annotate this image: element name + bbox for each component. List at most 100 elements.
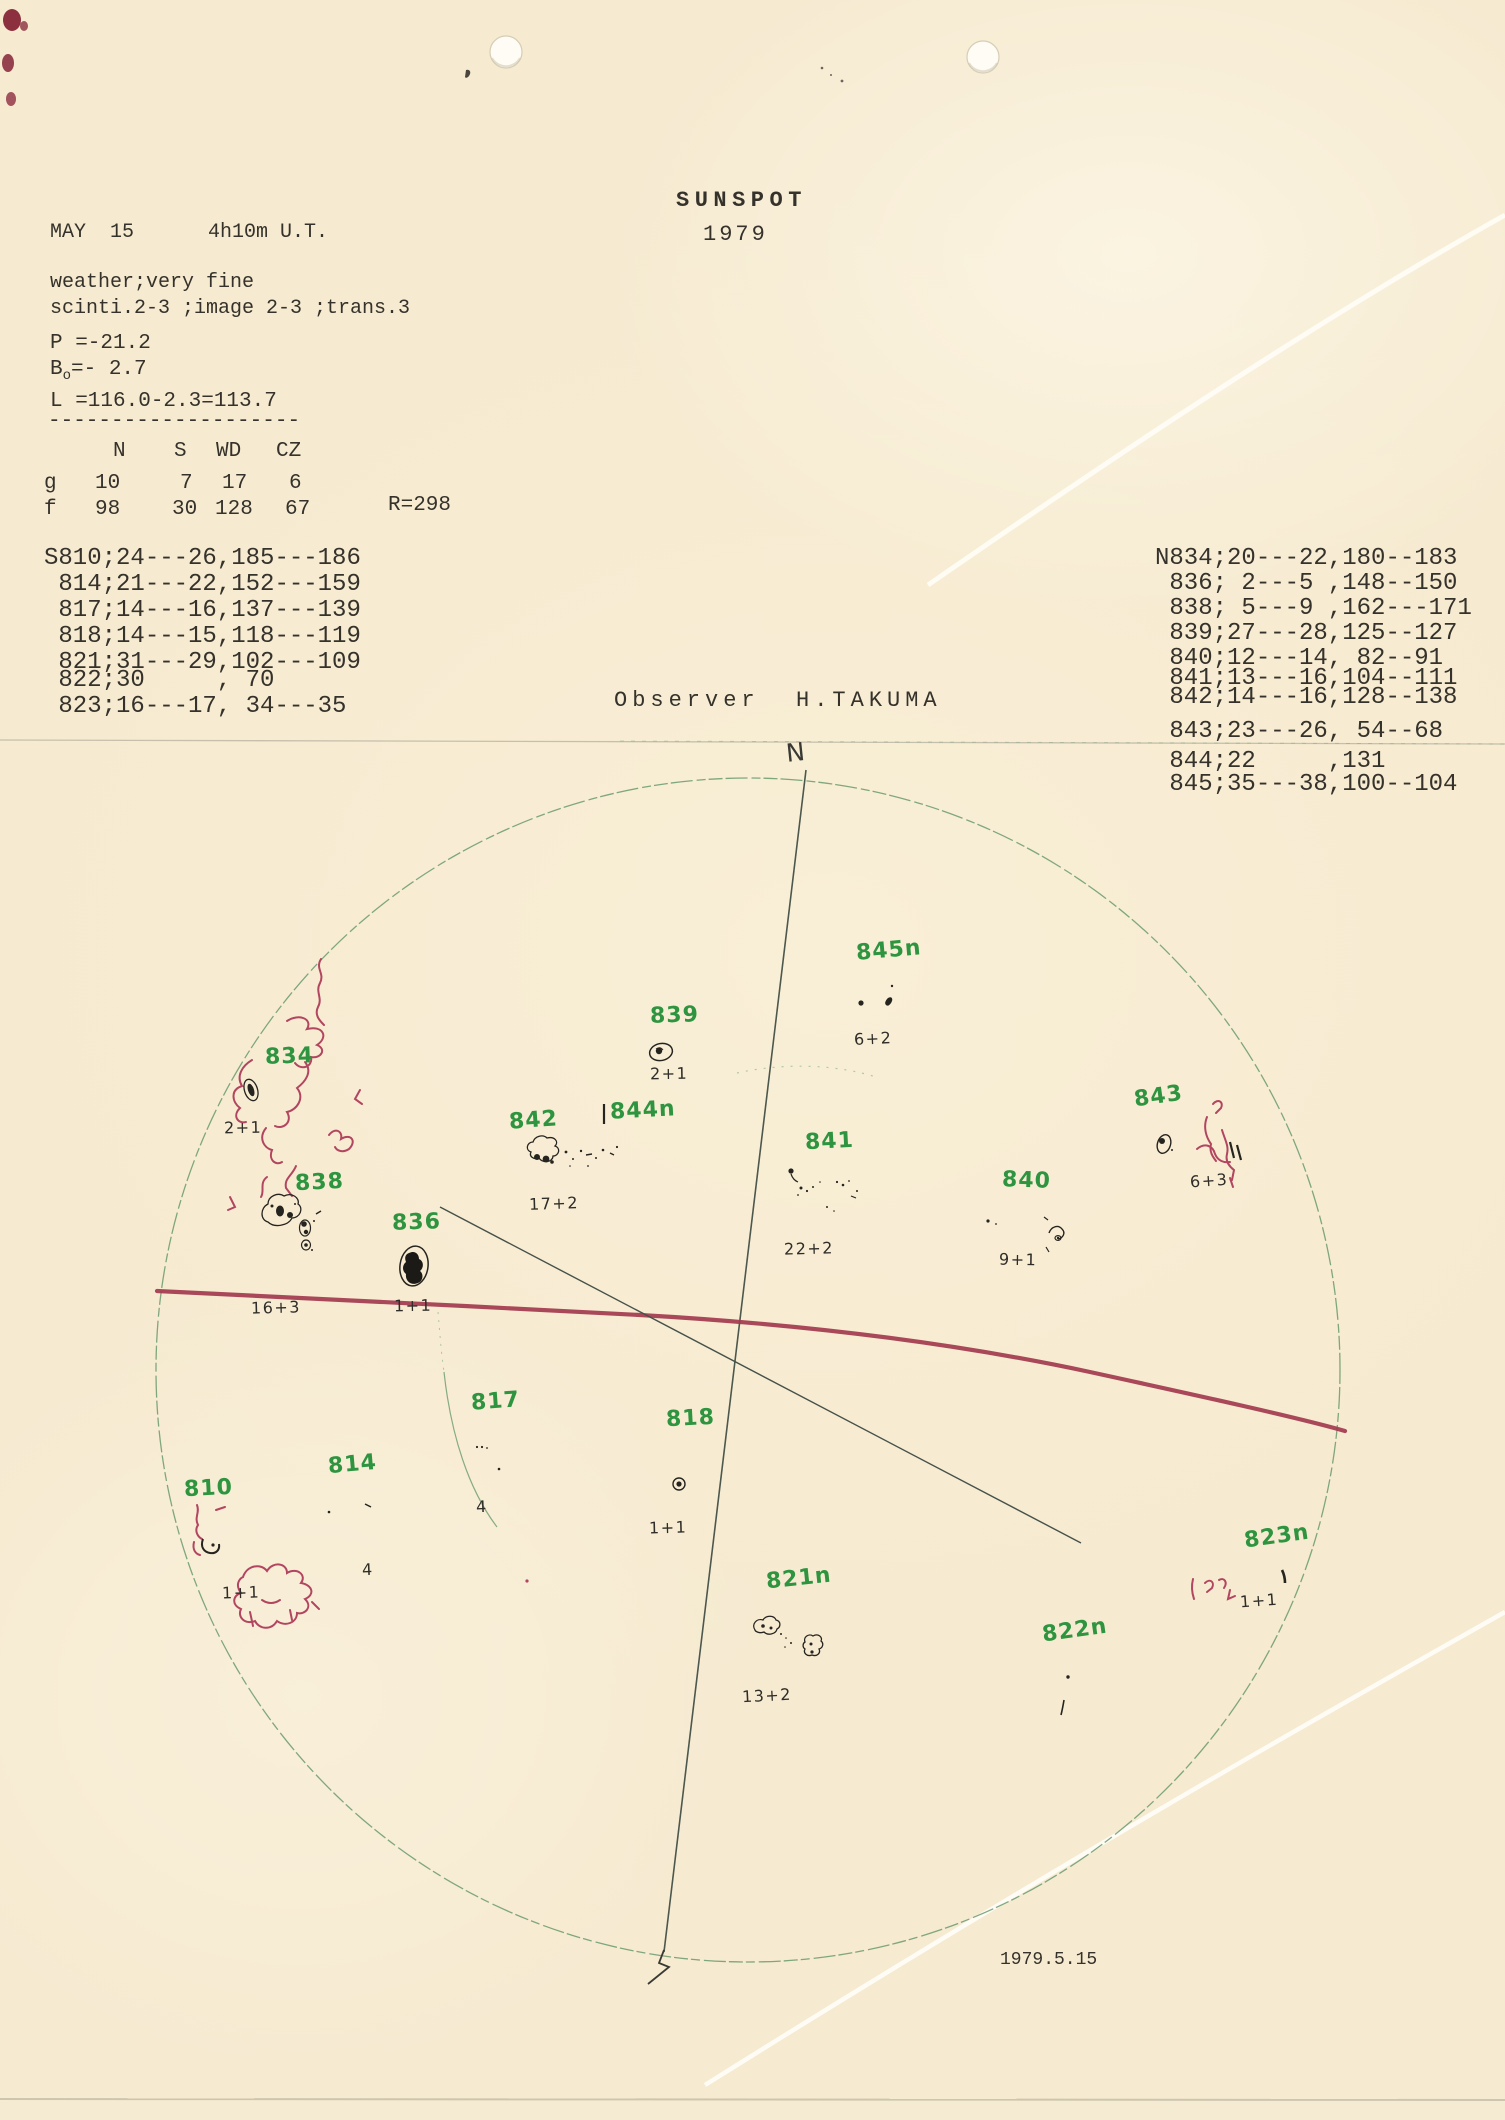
sunspot-count-label-845n: 6+2 bbox=[853, 1028, 893, 1049]
sunspot-group-label-840: 840 bbox=[1001, 1167, 1052, 1194]
row-g-s: 7 bbox=[180, 472, 193, 495]
sunspot-count-label-823n: 1+1 bbox=[1239, 1589, 1279, 1612]
page-title: SUNSPOT bbox=[676, 188, 807, 213]
row-f-n: 98 bbox=[95, 498, 121, 521]
latitude-arc-left-faint bbox=[437, 1311, 445, 1373]
north-list-line: N834;20---22,180--183 bbox=[1155, 545, 1458, 572]
sunspot-845n-drawing bbox=[858, 984, 894, 1006]
seeing-line: scinti.2-3 ;image 2-3 ;trans.3 bbox=[50, 297, 411, 320]
plage-843-region bbox=[1196, 1100, 1236, 1188]
page-year: 1979 bbox=[703, 222, 768, 247]
sunspot-count-label-810: 1+1 bbox=[221, 1582, 261, 1603]
col-header-n: N bbox=[113, 440, 126, 463]
plage-810-region bbox=[192, 1504, 226, 1556]
north-list-line: 836; 2---5 ,148--150 bbox=[1155, 570, 1458, 597]
col-header-wd: WD bbox=[216, 440, 242, 463]
sunspot-group-label-817: 817 bbox=[470, 1387, 521, 1416]
sunspot-823n-tick bbox=[1280, 1569, 1287, 1584]
b0-letter: B bbox=[50, 358, 63, 381]
north-list-line: 841;13---16,104--111 bbox=[1155, 665, 1458, 692]
b0-line: Bo=- 2.7 bbox=[50, 356, 147, 390]
punch-hole-left bbox=[489, 35, 523, 69]
row-g-wd: 17 bbox=[222, 472, 248, 495]
sunspot-group-label-838: 838 bbox=[294, 1168, 345, 1197]
row-f-wd: 128 bbox=[215, 498, 253, 521]
sunspot-group-label-810: 810 bbox=[183, 1474, 234, 1503]
plage-814-region bbox=[233, 1563, 529, 1629]
obs-date: MAY 15 bbox=[50, 221, 135, 244]
sunspot-group-label-839: 839 bbox=[649, 1002, 700, 1029]
footer-date: 1979.5.15 bbox=[1000, 1950, 1098, 1970]
sunspot-843-drawing bbox=[1156, 1134, 1243, 1161]
col-header-cz: CZ bbox=[276, 440, 302, 463]
sunspot-841-drawing bbox=[788, 1168, 858, 1212]
south-list-line: 822;30 , 70 bbox=[44, 667, 275, 694]
sunspot-group-label-818: 818 bbox=[665, 1404, 716, 1433]
sunspot-count-label-818: 1+1 bbox=[648, 1517, 688, 1538]
sunspot-count-label-838: 16+3 bbox=[250, 1297, 302, 1318]
north-list-line: 843;23---26, 54--68 bbox=[1155, 718, 1444, 745]
sunspot-group-label-814: 814 bbox=[327, 1449, 378, 1480]
b0-subscript: o bbox=[62, 368, 72, 385]
north-pole-marker: N bbox=[784, 737, 807, 768]
diagonal-line bbox=[439, 1206, 1082, 1544]
sunspot-838-drawing bbox=[261, 1193, 322, 1251]
plage-834-region bbox=[227, 958, 363, 1211]
north-list-line: 838; 5---9 ,162---171 bbox=[1155, 595, 1472, 622]
north-list-line: 842;14---16,128--138 bbox=[1155, 684, 1458, 711]
sunspot-count-label-839: 2+1 bbox=[649, 1063, 689, 1084]
relative-number: R=298 bbox=[388, 494, 452, 517]
paper-stains bbox=[2, 9, 844, 106]
north-list-line: 840;12---14, 82--91 bbox=[1155, 645, 1444, 672]
sunspot-count-label-821n: 13+2 bbox=[741, 1684, 793, 1707]
north-list-line: 844;22 ,131 bbox=[1155, 748, 1386, 775]
obs-time: 4h10m U.T. bbox=[208, 221, 329, 244]
sunspot-817-drawing bbox=[475, 1445, 501, 1471]
sunspot-822n-drawing bbox=[1060, 1675, 1070, 1716]
divider-dashes: -------------------- bbox=[48, 410, 301, 433]
row-g-key: g bbox=[44, 472, 57, 495]
p-angle-line: P =-21.2 bbox=[50, 332, 151, 355]
sunspot-group-label-836: 836 bbox=[391, 1209, 442, 1236]
sunspot-count-label-843: 6+3 bbox=[1189, 1169, 1229, 1192]
south-list-line: S810;24---26,185---186 bbox=[44, 545, 361, 572]
latitude-arc-left bbox=[443, 1371, 498, 1528]
sunspot-821n-drawing bbox=[753, 1615, 824, 1657]
south-list-line: 821;31---29,102---109 bbox=[44, 649, 361, 676]
l-value-line: L =116.0-2.3=113.7 bbox=[50, 390, 277, 413]
punch-hole-right bbox=[966, 40, 1000, 74]
sunspot-836-drawing bbox=[399, 1245, 429, 1287]
sunspot-group-label-834: 834 bbox=[264, 1043, 315, 1070]
sunspot-839-drawing bbox=[648, 1042, 674, 1062]
latitude-arc-top bbox=[736, 1065, 877, 1078]
sunspot-834-drawing bbox=[243, 1078, 259, 1102]
sunspot-814-drawing bbox=[327, 1503, 372, 1514]
row-g-n: 10 bbox=[95, 472, 121, 495]
south-list-line: 814;21---22,152---159 bbox=[44, 571, 361, 598]
south-list-line: 817;14---16,137---139 bbox=[44, 597, 361, 624]
sunspot-group-label-844n: 844n bbox=[609, 1096, 677, 1125]
date-time-line: MAY 15 4h10m U.T. bbox=[50, 220, 328, 246]
sunspot-count-label-814: 4 bbox=[361, 1559, 375, 1580]
sunspot-count-label-842: 17+2 bbox=[528, 1193, 580, 1214]
equator-line bbox=[154, 1288, 1348, 1434]
bottom-paper-strip bbox=[0, 2101, 1505, 2120]
crease-bottom-right bbox=[703, 1610, 1505, 2087]
b0-value: =- 2.7 bbox=[71, 358, 147, 381]
sunspot-group-label-841: 841 bbox=[804, 1127, 855, 1156]
south-pole-squiggle bbox=[647, 1949, 671, 1985]
row-f-s: 30 bbox=[172, 498, 198, 521]
col-header-s: S bbox=[174, 440, 187, 463]
sunspot-840-drawing bbox=[986, 1216, 1065, 1253]
sunspot-group-label-842: 842 bbox=[508, 1106, 559, 1135]
south-list-line: 818;14---15,118---119 bbox=[44, 623, 361, 650]
row-f-key: f bbox=[44, 498, 57, 521]
sheet-seam-line bbox=[0, 739, 1505, 745]
observer-line: Observer H.TAKUMA bbox=[614, 688, 942, 713]
row-f-cz: 67 bbox=[285, 498, 311, 521]
solar-disk-circle bbox=[155, 777, 1341, 1963]
crease-top-right bbox=[926, 212, 1505, 588]
north-list-line: 845;35---38,100--104 bbox=[1155, 771, 1458, 798]
south-list-line: 823;16---17, 34---35 bbox=[44, 693, 347, 720]
